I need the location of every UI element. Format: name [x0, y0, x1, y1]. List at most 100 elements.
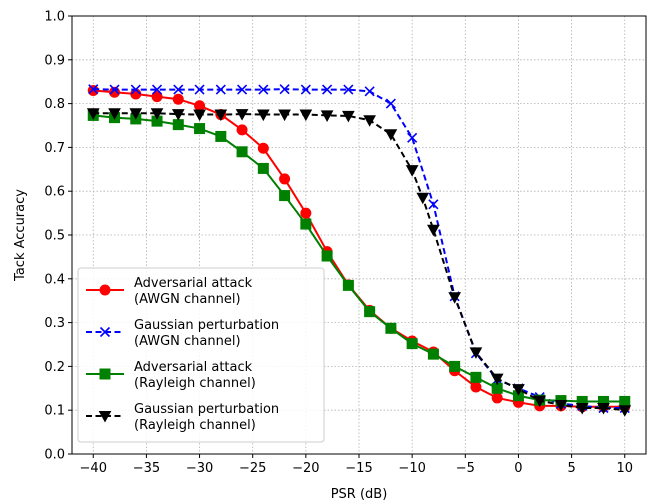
- data-point: [151, 91, 163, 103]
- x-tick-label: −20: [292, 461, 319, 476]
- data-point: [236, 146, 248, 158]
- legend-marker: [98, 411, 112, 423]
- data-point: [193, 109, 206, 122]
- data-point: [491, 392, 503, 404]
- data-point: [597, 403, 610, 415]
- x-marker-stroke: [99, 326, 111, 338]
- legend-marker: [99, 368, 111, 380]
- legend-label: (AWGN channel): [134, 292, 241, 307]
- y-tick-label: 1.0: [44, 10, 65, 25]
- data-point: [258, 84, 269, 95]
- y-tick-label: 0.4: [44, 272, 65, 287]
- x-tick-label: −30: [186, 461, 213, 476]
- legend-entry: Gaussian perturbation(Rayleigh channel): [86, 402, 279, 433]
- data-point: [342, 279, 354, 291]
- data-point: [469, 347, 483, 359]
- data-point: [407, 132, 418, 143]
- data-point: [428, 199, 439, 210]
- x-marker-stroke: [343, 84, 354, 95]
- x-tick-label: −10: [398, 461, 425, 476]
- x-tick-label: −15: [345, 461, 372, 476]
- data-point: [88, 84, 99, 95]
- x-marker-stroke: [109, 84, 120, 95]
- data-point: [321, 250, 333, 262]
- y-axis-label: Tack Accuracy: [13, 189, 28, 282]
- data-point: [490, 373, 504, 386]
- data-point: [194, 84, 205, 95]
- data-point: [300, 84, 311, 95]
- data-point: [194, 123, 206, 135]
- x-tick-label: 5: [567, 461, 575, 476]
- x-marker-stroke: [428, 199, 439, 210]
- data-point: [172, 119, 184, 131]
- data-point: [129, 108, 143, 120]
- data-point: [575, 403, 589, 415]
- data-point: [554, 399, 568, 412]
- data-point: [173, 84, 184, 95]
- data-point: [130, 84, 141, 95]
- data-point: [512, 384, 525, 396]
- legend-marker: [99, 284, 111, 296]
- data-point: [237, 84, 248, 95]
- data-point: [320, 110, 334, 122]
- data-point: [343, 84, 354, 95]
- data-point: [618, 405, 632, 417]
- x-marker-stroke: [130, 84, 141, 95]
- data-point: [256, 109, 270, 122]
- data-point: [427, 348, 439, 360]
- data-point: [416, 192, 430, 205]
- y-tick-label: 0.3: [44, 316, 65, 331]
- legend-marker: [99, 326, 111, 338]
- x-tick-label: −25: [239, 461, 266, 476]
- data-point: [300, 218, 312, 230]
- data-point: [300, 207, 312, 219]
- data-point: [150, 108, 164, 120]
- data-point: [171, 109, 185, 121]
- x-marker-stroke: [194, 84, 205, 95]
- data-point: [215, 84, 226, 95]
- y-axis: 0.0 0.1 0.2 0.3 0.4 0.5 0.6 0.7 0.8 0.9 1.0: [44, 10, 72, 463]
- data-point: [109, 84, 120, 95]
- data-point: [278, 109, 291, 122]
- data-point: [87, 84, 99, 96]
- y-tick-label: 0.0: [44, 448, 65, 463]
- data-point: [342, 110, 355, 123]
- y-tick-label: 0.9: [44, 53, 65, 68]
- data-point: [279, 84, 290, 95]
- y-tick-label: 0.8: [44, 97, 65, 112]
- data-point: [406, 338, 418, 350]
- data-point: [257, 162, 269, 174]
- data-point: [215, 130, 227, 142]
- data-point: [385, 322, 397, 334]
- y-tick-label: 0.2: [44, 360, 65, 375]
- legend-label: (AWGN channel): [134, 334, 241, 349]
- data-point: [279, 190, 291, 202]
- x-tick-label: −5: [456, 461, 475, 476]
- x-marker-stroke: [151, 84, 163, 95]
- x-axis: −40 −35 −30 −25 −20 −15 −10 −5 0 5 10: [80, 454, 633, 476]
- data-point: [364, 86, 375, 97]
- legend-label: (Rayleigh channel): [134, 418, 256, 433]
- legend-entry: Adversarial attack(AWGN channel): [86, 276, 253, 307]
- data-point: [384, 129, 398, 141]
- legend-label: (Rayleigh channel): [134, 376, 256, 391]
- data-point: [86, 108, 100, 120]
- y-tick-label: 0.6: [44, 185, 65, 200]
- data-point: [449, 360, 461, 372]
- legend-box: [77, 267, 325, 443]
- data-point: [257, 142, 269, 154]
- x-marker-stroke: [237, 84, 248, 95]
- x-marker-stroke: [322, 84, 333, 95]
- data-point: [533, 395, 547, 408]
- data-point: [364, 306, 376, 318]
- data-point: [279, 173, 291, 185]
- series-4: [86, 108, 632, 417]
- x-marker-stroke: [364, 86, 375, 97]
- data-point: [172, 93, 184, 105]
- data-point: [235, 109, 249, 121]
- legend-entry: Gaussian perturbation(AWGN channel): [86, 318, 279, 349]
- legend-label: Gaussian perturbation: [134, 402, 279, 417]
- data-point: [299, 109, 313, 122]
- series-layer: [86, 84, 632, 417]
